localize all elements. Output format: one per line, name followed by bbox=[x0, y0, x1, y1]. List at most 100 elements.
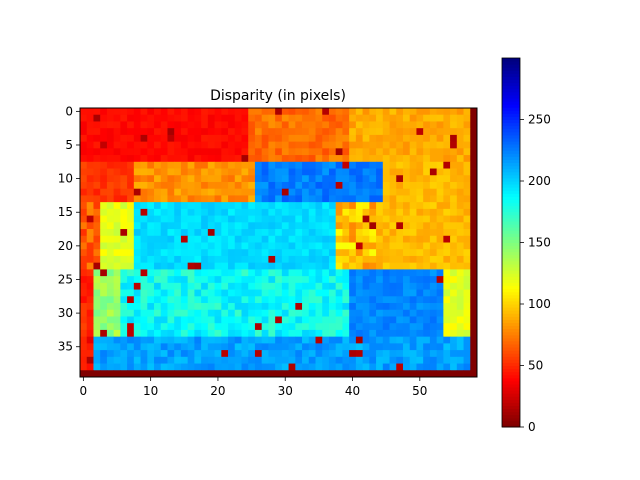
heatmap-cell bbox=[376, 161, 384, 169]
heatmap-cell bbox=[302, 121, 310, 129]
heatmap-cell bbox=[133, 336, 141, 344]
heatmap-cell bbox=[275, 329, 283, 338]
heatmap-cell bbox=[248, 370, 256, 378]
heatmap-cell bbox=[93, 141, 101, 149]
heatmap-cell bbox=[456, 289, 464, 297]
heatmap-cell bbox=[106, 235, 115, 243]
heatmap-cell bbox=[86, 215, 94, 223]
heatmap-cell bbox=[241, 303, 249, 311]
heatmap-cell bbox=[295, 235, 303, 243]
heatmap-cell bbox=[180, 235, 189, 243]
heatmap-cell bbox=[335, 329, 343, 338]
heatmap-cell bbox=[328, 316, 337, 324]
heatmap-cell bbox=[207, 350, 215, 358]
heatmap-cell bbox=[355, 255, 364, 264]
heatmap-cell bbox=[450, 128, 458, 136]
heatmap-cell bbox=[160, 161, 168, 169]
heatmap-cell bbox=[409, 336, 417, 344]
heatmap-cell bbox=[261, 303, 269, 311]
heatmap-cell bbox=[315, 161, 323, 169]
heatmap-cell bbox=[335, 363, 343, 371]
heatmap-cell bbox=[133, 195, 141, 203]
heatmap-cell bbox=[436, 175, 444, 183]
heatmap-cell bbox=[248, 303, 256, 311]
heatmap-cell bbox=[180, 222, 189, 230]
heatmap-cell bbox=[322, 141, 330, 149]
heatmap-cell bbox=[342, 161, 350, 169]
heatmap-cell bbox=[295, 296, 303, 304]
heatmap-cell bbox=[450, 222, 458, 230]
heatmap-cell bbox=[100, 121, 108, 129]
heatmap-cell bbox=[93, 282, 101, 290]
heatmap-cell bbox=[382, 168, 390, 176]
heatmap-cell bbox=[187, 296, 195, 304]
heatmap-cell bbox=[355, 168, 364, 176]
heatmap-cell bbox=[201, 208, 209, 217]
heatmap-cell bbox=[187, 222, 195, 230]
heatmap-cell bbox=[295, 289, 303, 297]
colorbar-segment bbox=[502, 319, 520, 323]
heatmap-cell bbox=[423, 215, 431, 223]
heatmap-cell bbox=[127, 229, 135, 237]
heatmap-cell bbox=[450, 329, 458, 338]
heatmap-cell bbox=[93, 262, 101, 270]
heatmap-cell bbox=[268, 202, 276, 210]
heatmap-cell bbox=[443, 229, 451, 237]
heatmap-cell bbox=[140, 208, 148, 217]
heatmap-cell bbox=[470, 121, 478, 129]
heatmap-cell bbox=[396, 134, 404, 143]
heatmap-cell bbox=[167, 175, 175, 183]
heatmap-cell bbox=[86, 323, 94, 331]
heatmap-cell bbox=[120, 128, 128, 136]
heatmap-cell bbox=[154, 108, 162, 116]
heatmap-cell bbox=[167, 128, 175, 136]
heatmap-cell bbox=[389, 215, 397, 223]
heatmap-cell bbox=[174, 202, 182, 210]
heatmap-cell bbox=[349, 323, 357, 331]
heatmap-cell bbox=[402, 336, 411, 344]
heatmap-cell bbox=[106, 188, 115, 196]
heatmap-cell bbox=[322, 255, 330, 264]
heatmap-cell bbox=[402, 242, 411, 250]
heatmap-cell bbox=[113, 356, 121, 364]
heatmap-cell bbox=[396, 276, 404, 284]
heatmap-cell bbox=[423, 343, 431, 351]
y-tick-label: 20 bbox=[58, 239, 73, 253]
heatmap-cell bbox=[261, 296, 269, 304]
heatmap-cell bbox=[315, 350, 323, 358]
heatmap-cell bbox=[241, 329, 249, 338]
heatmap-cell bbox=[423, 114, 431, 122]
heatmap-cell bbox=[450, 155, 458, 163]
heatmap-cell bbox=[275, 262, 283, 270]
heatmap-cell bbox=[389, 249, 397, 257]
heatmap-cell bbox=[456, 155, 464, 163]
heatmap-cell bbox=[221, 276, 229, 284]
colorbar-segment bbox=[502, 116, 520, 121]
heatmap-cell bbox=[409, 242, 417, 250]
heatmap-cell bbox=[315, 370, 323, 378]
heatmap-cell bbox=[120, 168, 128, 176]
heatmap-cell bbox=[389, 188, 397, 196]
heatmap-cell bbox=[234, 282, 242, 290]
colorbar-segment bbox=[502, 322, 520, 327]
heatmap-cell bbox=[389, 316, 397, 324]
heatmap-cell bbox=[443, 121, 451, 129]
heatmap-cell bbox=[456, 181, 464, 190]
heatmap-cell bbox=[241, 195, 249, 203]
heatmap-cell bbox=[436, 356, 444, 364]
colorbar-segment bbox=[502, 211, 520, 216]
heatmap-cell bbox=[281, 114, 289, 122]
heatmap-cell bbox=[456, 114, 464, 122]
heatmap-cell bbox=[396, 235, 404, 243]
heatmap-cell bbox=[456, 363, 464, 371]
heatmap-cell bbox=[456, 108, 464, 116]
heatmap-cell bbox=[450, 370, 458, 378]
heatmap-cell bbox=[409, 323, 417, 331]
heatmap-cell bbox=[160, 202, 168, 210]
heatmap-cell bbox=[302, 195, 310, 203]
heatmap-cell bbox=[308, 303, 316, 311]
heatmap-cell bbox=[456, 329, 464, 338]
heatmap-cell bbox=[80, 363, 88, 371]
heatmap-cell bbox=[248, 289, 256, 297]
heatmap-cell bbox=[335, 303, 343, 311]
